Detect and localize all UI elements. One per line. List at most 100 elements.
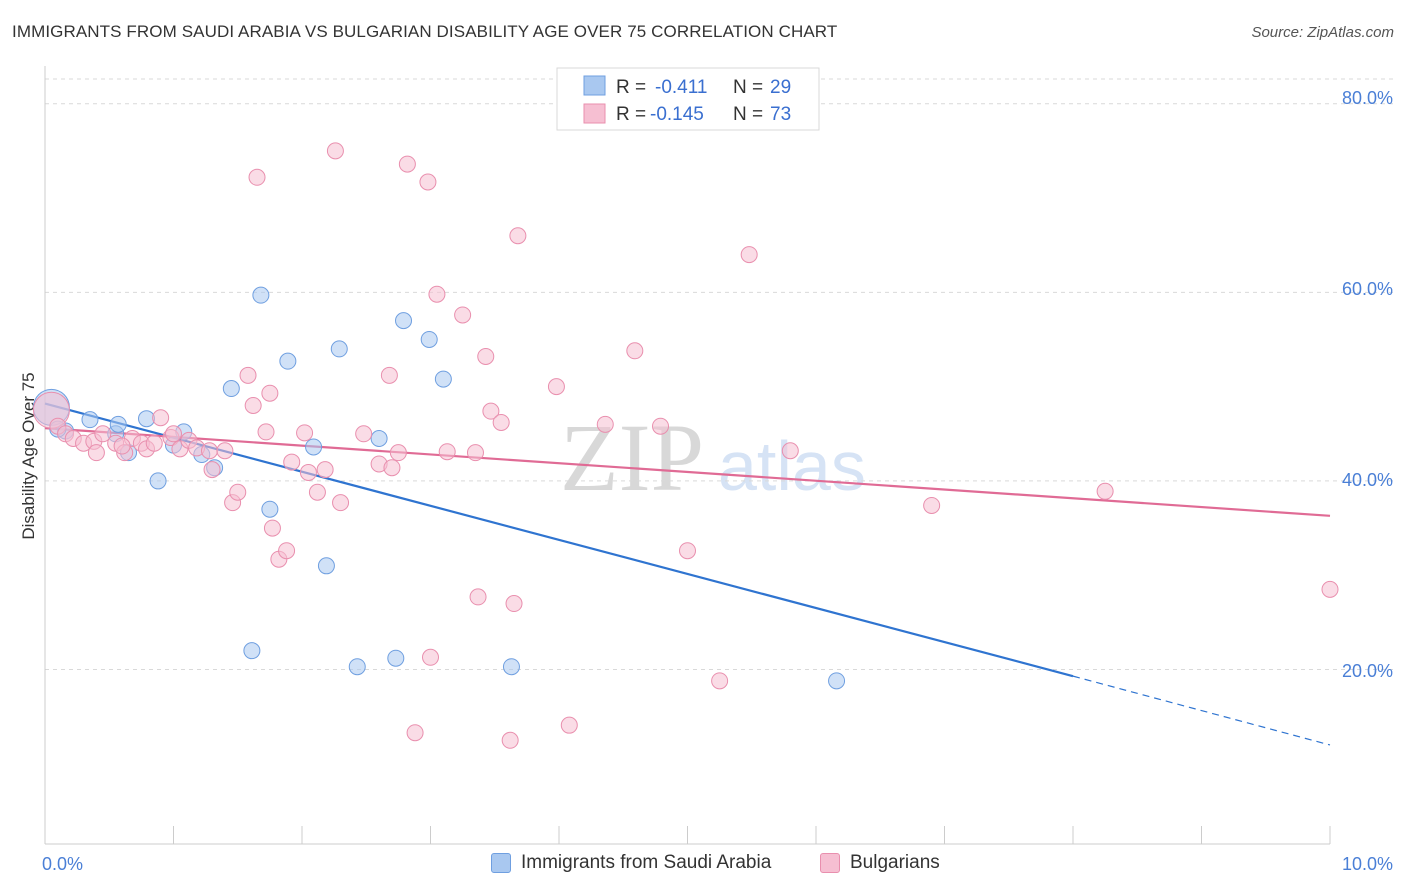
bulgarian-point-6 <box>94 425 112 443</box>
bulgarian-point-53 <box>501 731 519 749</box>
bulgarian-point-25 <box>248 168 266 186</box>
bulgarian-point-39 <box>380 366 398 384</box>
bulgarian-point-33 <box>308 483 326 501</box>
bulgarian-point-71 <box>389 444 407 462</box>
bulgarian-point-58 <box>596 415 614 433</box>
bulgarian-point-22 <box>229 483 247 501</box>
y-tick-label-40: 40.0% <box>1342 470 1393 490</box>
bulgarian-point-65 <box>923 496 941 514</box>
saudi-trend-extension <box>1072 675 1331 746</box>
legend-r-label-blue: R = <box>616 77 646 98</box>
bulgarian-point-54 <box>505 595 523 613</box>
bulgarian-point-12 <box>145 434 163 452</box>
saudi-point-27 <box>828 672 846 690</box>
bulgarian-point-37 <box>355 425 373 443</box>
axes <box>44 66 1331 845</box>
bulgarian-trend-line <box>44 427 1331 517</box>
y-axis-label: Disability Age Over 75 <box>19 372 38 539</box>
bulgarian-point-34 <box>316 461 334 479</box>
y-tick-label-20: 20.0% <box>1342 661 1393 681</box>
bulgarian-point-67 <box>1321 580 1339 598</box>
legend-n-value-pink: 73 <box>770 104 791 125</box>
bulgarian-point-64 <box>781 442 799 460</box>
bulgarian-point-70 <box>165 425 182 443</box>
bulgarian-point-59 <box>626 342 644 360</box>
bulgarian-point-66 <box>1096 482 1114 500</box>
bulgarian-point-60 <box>652 417 670 435</box>
bulgarian-point-48 <box>466 444 484 462</box>
legend-n-value-blue: 29 <box>770 77 791 98</box>
saudi-point-24 <box>420 330 438 348</box>
saudi-point-12 <box>222 380 240 398</box>
y-tick-label-60: 60.0% <box>1342 279 1393 299</box>
bulgarian-point-57 <box>560 716 578 734</box>
bulgarian-point-40 <box>383 459 401 477</box>
saudi-point-7 <box>149 472 167 490</box>
bulgarian-point-45 <box>428 285 446 303</box>
bulgarian-point-36 <box>332 494 350 512</box>
saudi-point-23 <box>395 312 413 330</box>
bottom-legend-label-bulgarians: Bulgarians <box>850 852 940 873</box>
bulgarian-point-30 <box>283 453 301 471</box>
bulgarian-point-41 <box>398 155 416 173</box>
bulgarian-point-52 <box>492 413 510 431</box>
bulgarian-point-29 <box>278 542 296 560</box>
watermark-atlas: atlas <box>718 427 866 505</box>
bulgarian-point-27 <box>263 519 281 537</box>
bulgarian-point-47 <box>454 306 472 324</box>
legend-swatch-pink <box>583 103 606 124</box>
bulgarian-point-35 <box>326 142 344 160</box>
bulgarian-point-18 <box>200 442 218 460</box>
legend-r-label-pink: R = <box>616 104 646 125</box>
saudi-point-26 <box>502 658 520 676</box>
legend-n-label-blue: N = <box>733 77 763 98</box>
watermark-zip: ZIP <box>560 404 704 511</box>
bulgarian-point-62 <box>711 672 729 690</box>
legend-swatch-blue <box>583 75 606 96</box>
bulgarian-point-49 <box>469 588 487 606</box>
bottom-legend-swatch-blue <box>491 853 511 873</box>
legend-n-label-pink: N = <box>733 104 763 125</box>
bulgarian-point-69 <box>113 437 131 455</box>
bottom-legend-swatch-pink <box>820 853 840 873</box>
bulgarian-point-68 <box>261 384 279 402</box>
bulgarian-point-43 <box>419 173 437 191</box>
saudi-point-19 <box>330 340 348 358</box>
legend-box: R = -0.411 N = 29 R = -0.145 N = 73 <box>556 67 820 131</box>
saudi-point-2 <box>81 411 99 429</box>
bulgarian-point-46 <box>438 443 456 461</box>
bulgarian-point-19 <box>203 461 221 479</box>
bulgarian-point-13 <box>152 409 170 427</box>
bulgarian-point-32 <box>299 463 317 481</box>
saudi-point-16 <box>279 352 297 370</box>
saudi-point-21 <box>370 429 388 447</box>
bulgarian-point-20 <box>216 442 234 460</box>
bulgarian-point-50 <box>477 347 495 365</box>
source-credit: Source: ZipAtlas.com <box>1251 24 1394 41</box>
bulgarian-point-63 <box>740 246 758 264</box>
saudi-point-25 <box>434 370 452 388</box>
bulgarian-point-55 <box>509 227 527 245</box>
bulgarian-point-61 <box>679 542 696 560</box>
bulgarian-point-42 <box>406 724 424 742</box>
saudi-point-6 <box>138 410 156 428</box>
saudi-point-14 <box>252 286 270 304</box>
bulgarian-point-24 <box>244 396 262 414</box>
y-tick-label-80: 80.0% <box>1342 88 1393 108</box>
saudi-point-17 <box>305 438 323 456</box>
bottom-legend-label-saudi: Immigrants from Saudi Arabia <box>521 852 772 873</box>
bottom-legend-item-bulgarians[interactable]: Bulgarians <box>820 852 940 874</box>
saudi-point-20 <box>348 658 366 676</box>
bulgarian-point-51 <box>482 402 500 420</box>
legend-r-value-blue: -0.411 <box>655 77 707 98</box>
legend-r-value-pink: -0.145 <box>650 104 704 125</box>
saudi-point-4 <box>109 415 127 433</box>
bulgarian-point-44 <box>422 648 439 666</box>
bulgarian-point-72 <box>87 444 105 462</box>
scatter-points <box>32 142 1339 749</box>
bottom-legend-item-saudi[interactable]: Immigrants from Saudi Arabia <box>491 852 771 874</box>
saudi-point-22 <box>387 649 405 667</box>
x-tick-label-max: 10.0% <box>1342 854 1393 874</box>
bulgarian-point-26 <box>257 423 275 441</box>
